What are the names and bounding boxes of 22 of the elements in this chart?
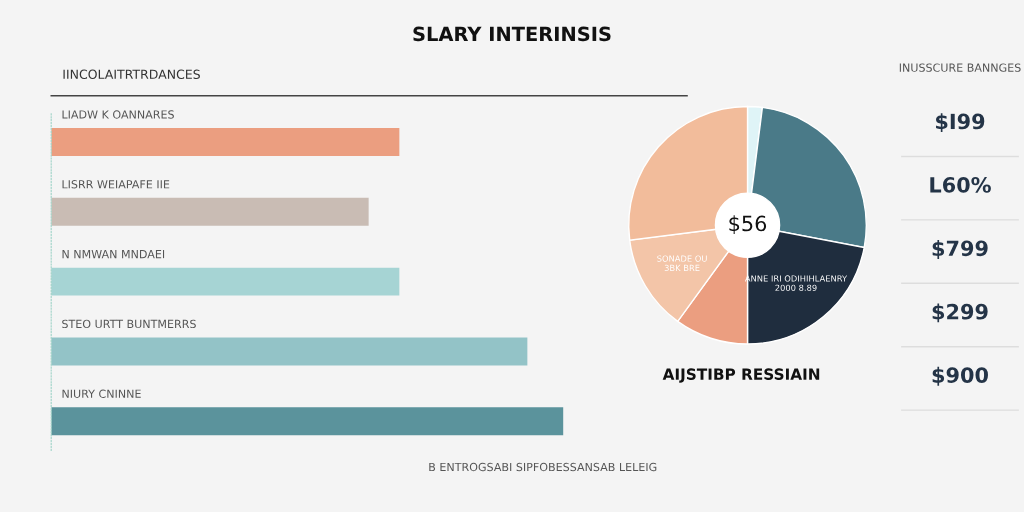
bar	[51, 267, 400, 296]
text: INUSSCURE BANNGES	[899, 63, 1021, 72]
text: $799	[932, 240, 988, 259]
y-tick-label: NIURY CNINNE	[62, 389, 141, 398]
y-tick-label: LISRR WEIAPAFE IIE	[62, 180, 170, 189]
text: $I99	[936, 113, 985, 133]
slice-label: SONADE OU 3BK BRE	[657, 255, 707, 272]
chart-subtitle: IINCOLAITRTRDANCES	[63, 69, 200, 80]
text: $900	[932, 366, 988, 386]
y-tick-label: STEO URTT BUNTMERRS	[62, 319, 196, 329]
y-tick-label: N NMWAN MNDAEI	[62, 250, 165, 259]
bar	[51, 197, 369, 226]
bar	[51, 337, 528, 366]
text: B ENTROGSABI SIPFOBESSANSAB LELEIG	[429, 462, 657, 472]
bar	[51, 128, 400, 156]
chart-title: SLARY INTERINSIS	[413, 26, 611, 42]
bar	[51, 407, 564, 436]
text: L60%	[930, 176, 991, 193]
y-tick-label: LIADW K OANNARES	[62, 110, 174, 119]
text: AIJSTIBP RESSIAIN	[662, 368, 820, 383]
text: $299	[932, 303, 988, 323]
text: $56	[729, 215, 767, 235]
